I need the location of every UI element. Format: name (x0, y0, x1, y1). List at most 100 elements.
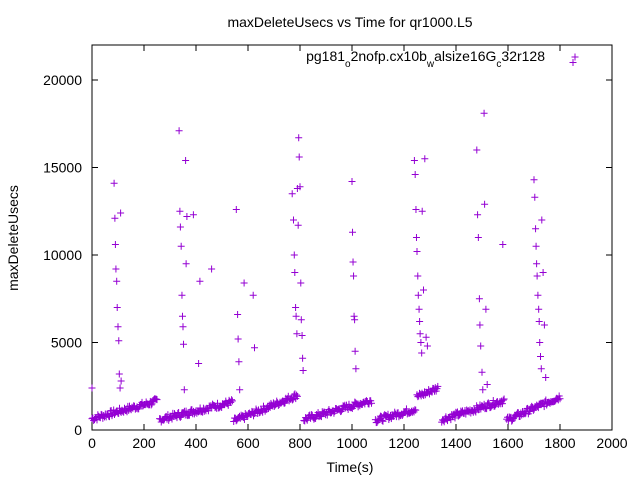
data-point (296, 183, 304, 191)
x-tick-label: 800 (288, 435, 312, 451)
data-point (411, 171, 419, 178)
data-point (105, 412, 113, 420)
data-point (236, 386, 244, 394)
data-point (123, 408, 131, 416)
plot-area-border (91, 44, 613, 431)
legend-marker (571, 53, 579, 61)
data-point (533, 260, 541, 268)
data-point (423, 342, 431, 350)
data-point (110, 179, 118, 187)
data-point (482, 305, 490, 313)
data-point (412, 206, 420, 213)
data-point (368, 399, 375, 407)
data-point (349, 228, 357, 236)
data-point (474, 211, 482, 219)
data-point (350, 312, 358, 320)
data-point (153, 396, 161, 404)
data-point (532, 225, 540, 233)
data-point (483, 405, 491, 413)
data-point (415, 305, 423, 313)
data-point (116, 384, 124, 392)
data-point (297, 316, 305, 324)
data-point (288, 396, 296, 404)
data-point (533, 272, 541, 280)
data-point (447, 416, 455, 424)
data-point (420, 286, 427, 294)
y-tick-label: 10000 (43, 247, 82, 263)
data-point (178, 291, 186, 299)
data-point (280, 399, 288, 407)
chart-title: maxDeleteUsecs vs Time for qr1000.L5 (227, 14, 472, 30)
data-point (556, 395, 564, 403)
data-point (179, 323, 187, 331)
data-point (195, 360, 203, 367)
data-point (475, 406, 483, 414)
data-point (293, 392, 301, 400)
data-point (351, 347, 359, 355)
data-point (500, 395, 508, 403)
data-point (434, 382, 442, 390)
data-point (540, 321, 548, 329)
data-point (295, 134, 303, 142)
y-tick-label: 0 (74, 422, 82, 438)
data-point (292, 312, 300, 320)
x-tick-label: 400 (184, 435, 208, 451)
data-point (475, 295, 483, 303)
data-point (115, 337, 123, 345)
data-point (350, 272, 358, 280)
y-tick-label: 5000 (51, 335, 82, 351)
x-tick-label: 200 (132, 435, 156, 451)
data-point (240, 415, 248, 423)
data-point (178, 312, 186, 320)
data-point (180, 386, 188, 394)
data-point (478, 368, 486, 376)
data-point (352, 365, 360, 373)
data-point (147, 401, 155, 409)
data-point (539, 269, 547, 276)
data-point (240, 279, 248, 287)
data-point (481, 200, 489, 208)
data-point (526, 407, 534, 415)
data-point (176, 207, 184, 215)
data-point (531, 193, 539, 201)
data-point (148, 400, 156, 408)
data-point (416, 330, 424, 338)
data-point (536, 339, 544, 346)
data-point (379, 417, 387, 425)
data-point (509, 416, 517, 424)
data-point (180, 340, 188, 348)
data-point (535, 305, 543, 313)
data-point (88, 384, 96, 392)
data-point (569, 59, 577, 66)
x-tick-label: 600 (236, 435, 260, 451)
data-point (535, 318, 543, 325)
data-point (416, 318, 424, 325)
x-tick-label: 1000 (336, 435, 367, 451)
data-point (113, 277, 121, 285)
x-tick-label: 0 (88, 435, 96, 451)
data-point (290, 251, 298, 259)
data-point (288, 190, 296, 198)
data-point (281, 399, 289, 407)
data-point (491, 402, 499, 410)
x-tick-label: 1400 (440, 435, 471, 451)
data-point (114, 323, 122, 331)
data-point (317, 413, 325, 421)
data-point (414, 272, 422, 280)
data-point (538, 216, 546, 224)
data-point (182, 260, 190, 268)
data-point (293, 391, 301, 399)
data-point (537, 353, 544, 360)
data-point (228, 397, 236, 405)
x-axis-label: Time(s) (327, 459, 374, 475)
data-point (112, 265, 120, 273)
data-point (554, 396, 562, 404)
data-point (454, 412, 462, 420)
data-point (542, 374, 550, 381)
data-point (264, 405, 272, 413)
data-point (483, 381, 491, 388)
data-point (477, 342, 485, 350)
data-point (111, 241, 119, 248)
data-point (499, 396, 507, 404)
data-point (292, 304, 300, 311)
